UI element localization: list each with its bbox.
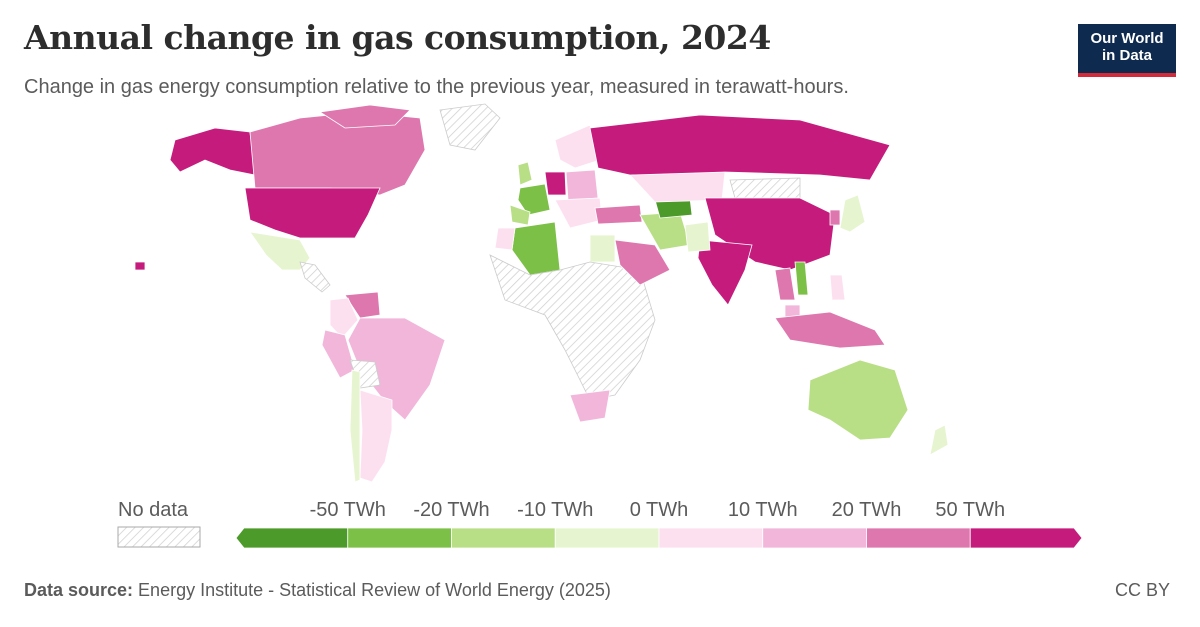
region-peru[interactable] bbox=[321, 329, 356, 379]
chart-subtitle: Change in gas energy consumption relativ… bbox=[24, 76, 849, 98]
logo-line-2: in Data bbox=[1101, 47, 1152, 64]
region-venezuela[interactable] bbox=[344, 291, 381, 319]
region-saudi-arabia[interactable] bbox=[614, 239, 671, 286]
legend-tick-label-0: -50 TWh bbox=[310, 499, 386, 521]
legend-tick-label-6: 50 TWh bbox=[935, 499, 1005, 521]
region-morocco[interactable] bbox=[494, 227, 516, 251]
region-russia[interactable] bbox=[589, 114, 891, 181]
region-uk[interactable] bbox=[517, 161, 533, 186]
logo-line-1: Our World bbox=[1090, 30, 1164, 47]
legend-tick-label-4: 10 TWh bbox=[728, 499, 798, 521]
region-hawaii[interactable] bbox=[134, 261, 146, 271]
region-vietnam[interactable] bbox=[794, 261, 809, 296]
region-scandinavia[interactable] bbox=[554, 124, 601, 169]
legend-bin-2[interactable] bbox=[451, 527, 556, 549]
region-new-zealand[interactable] bbox=[929, 424, 949, 456]
legend-bin-7[interactable] bbox=[969, 527, 1083, 549]
legend-no-data-label: No data bbox=[118, 499, 189, 521]
region-india[interactable] bbox=[697, 239, 753, 306]
region-kazakhstan[interactable] bbox=[629, 171, 726, 203]
legend-bin-1[interactable] bbox=[347, 527, 452, 549]
region-colombia[interactable] bbox=[329, 297, 359, 339]
region-pakistan[interactable] bbox=[684, 221, 711, 253]
license[interactable]: CC BY bbox=[1114, 580, 1170, 600]
owid-logo[interactable]: Our World in Data bbox=[1078, 24, 1176, 77]
region-brazil[interactable] bbox=[347, 317, 446, 421]
data-source-text: Energy Institute - Statistical Review of… bbox=[133, 580, 611, 600]
legend-bins bbox=[235, 527, 1083, 549]
region-south-africa[interactable] bbox=[569, 389, 611, 423]
legend-bin-5[interactable] bbox=[762, 527, 867, 549]
data-source[interactable]: Data source: Energy Institute - Statisti… bbox=[24, 580, 611, 601]
region-china[interactable] bbox=[704, 197, 836, 271]
region-mexico[interactable] bbox=[249, 231, 311, 271]
legend-bin-0[interactable] bbox=[235, 527, 349, 549]
region-usa[interactable] bbox=[244, 187, 381, 239]
region-algeria[interactable] bbox=[511, 221, 561, 276]
region-spain[interactable] bbox=[509, 204, 531, 226]
region-italy-balkans[interactable] bbox=[554, 197, 603, 229]
data-source-label: Data source: bbox=[24, 580, 134, 600]
region-australia[interactable] bbox=[807, 359, 909, 441]
region-greenland[interactable] bbox=[439, 103, 501, 151]
region-france[interactable] bbox=[517, 183, 551, 216]
region-thailand[interactable] bbox=[774, 267, 796, 301]
legend-ticks: -50 TWh -20 TWh -10 TWh 0 TWh 10 TWh 20 TWh 50… bbox=[310, 499, 1006, 521]
legend: No data -50 TWh -20 TWh -10 TWh 0 TWh 10 TWh… bbox=[117, 499, 1083, 549]
region-africa-nodata[interactable] bbox=[489, 254, 656, 401]
legend-no-data-swatch[interactable] bbox=[117, 526, 201, 548]
region-argentina[interactable] bbox=[359, 389, 393, 483]
region-japan[interactable] bbox=[839, 194, 866, 233]
legend-bin-3[interactable] bbox=[554, 527, 660, 549]
region-egypt[interactable] bbox=[589, 234, 616, 263]
legend-bin-4[interactable] bbox=[658, 527, 764, 549]
legend-tick-label-2: -10 TWh bbox=[517, 499, 593, 521]
world-map bbox=[134, 103, 949, 483]
region-korea[interactable] bbox=[829, 209, 841, 226]
chart-title: Annual change in gas consumption, 2024 bbox=[24, 18, 771, 57]
region-central-europe[interactable] bbox=[565, 169, 599, 201]
region-canada[interactable] bbox=[249, 111, 426, 196]
region-indonesia[interactable] bbox=[774, 311, 886, 349]
region-philippines[interactable] bbox=[829, 274, 846, 301]
region-germany[interactable] bbox=[544, 171, 567, 196]
legend-bin-6[interactable] bbox=[866, 527, 971, 549]
legend-tick-label-1: -20 TWh bbox=[413, 499, 489, 521]
region-chile[interactable] bbox=[349, 369, 361, 483]
legend-tick-label-5: 20 TWh bbox=[832, 499, 902, 521]
region-central-america[interactable] bbox=[299, 261, 331, 293]
region-canada-islands[interactable] bbox=[318, 104, 411, 129]
region-turkey[interactable] bbox=[594, 204, 643, 225]
region-alaska[interactable] bbox=[169, 127, 256, 176]
region-mongolia[interactable] bbox=[729, 177, 801, 201]
legend-tick-label-3: 0 TWh bbox=[630, 499, 689, 521]
